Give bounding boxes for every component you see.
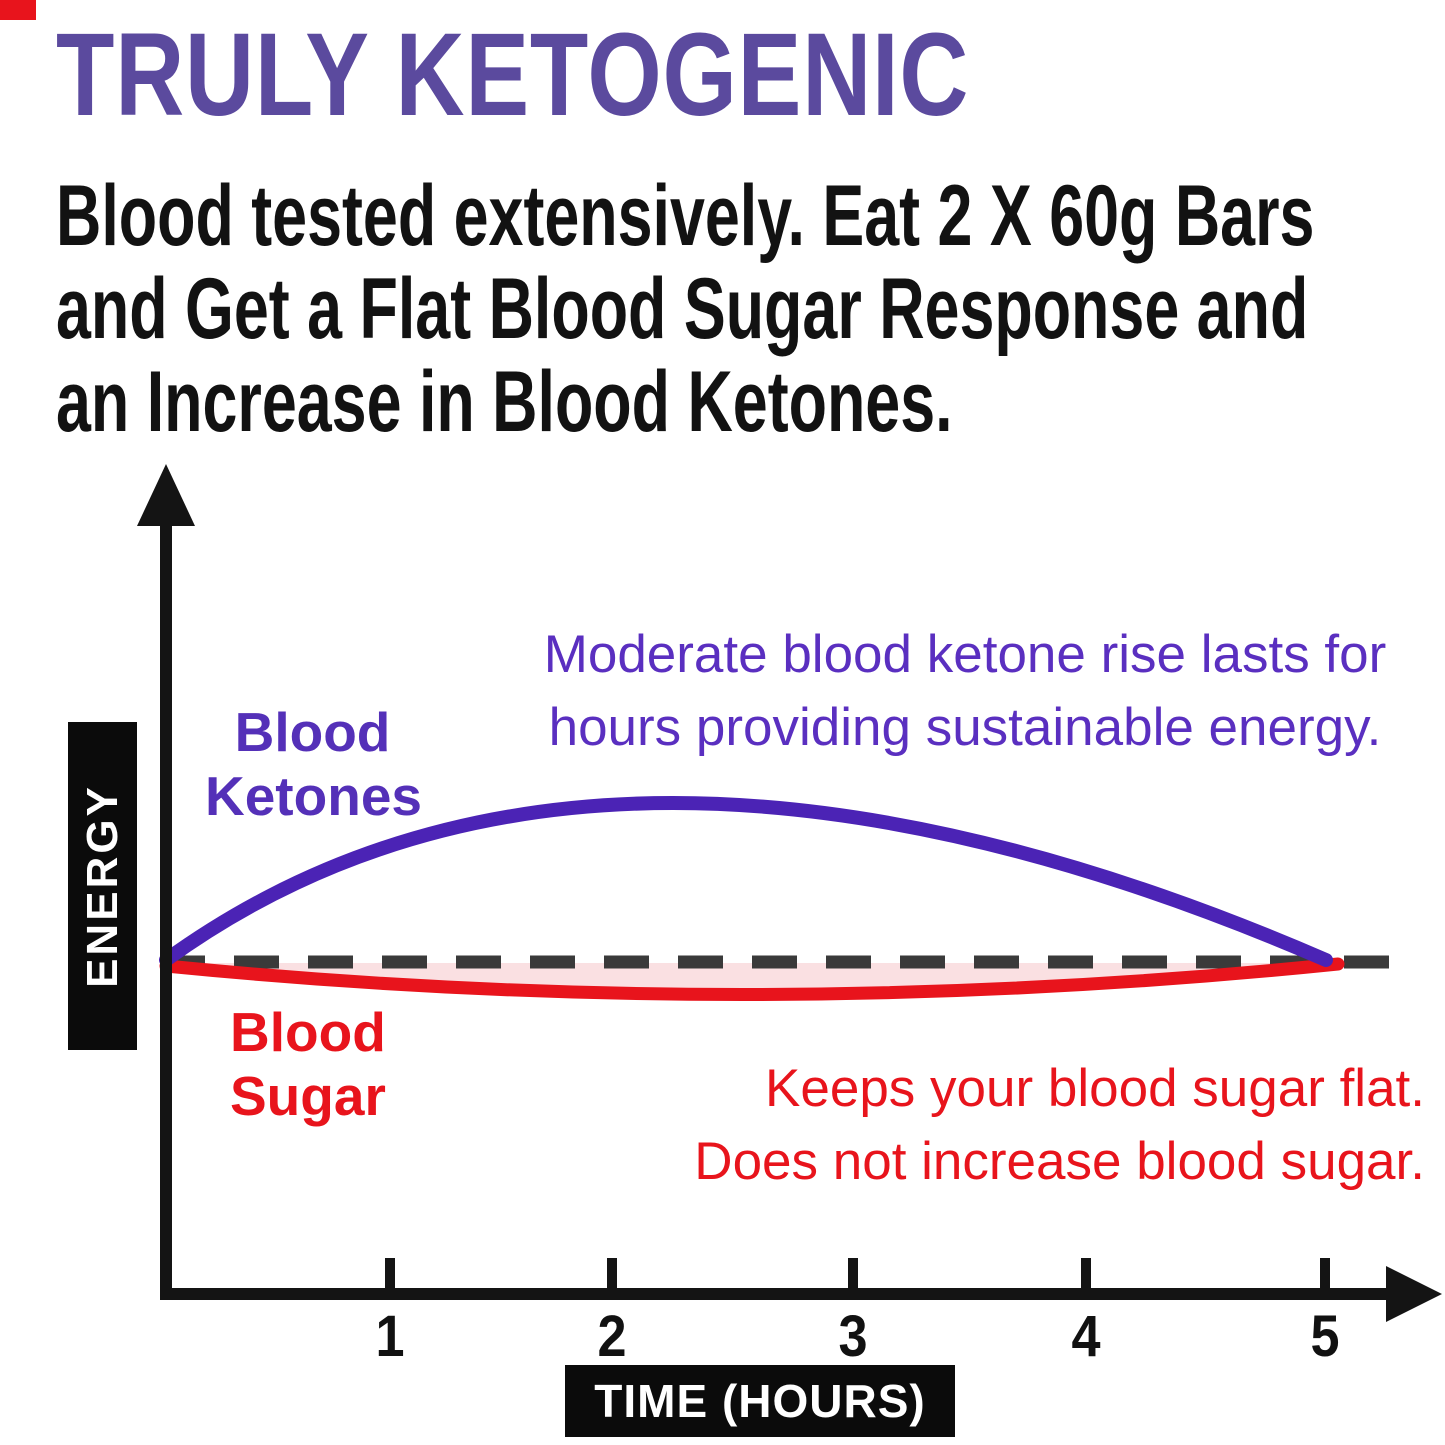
x-axis-arrowhead-icon: [1386, 1266, 1442, 1322]
x-axis-label: TIME (HOURS): [594, 1375, 926, 1427]
y-axis-label-plate: ENERGY: [68, 722, 137, 1050]
y-axis-arrowhead-icon: [137, 464, 195, 526]
sugar-annotation: Keeps your blood sugar flat. Does not in…: [694, 1059, 1425, 1191]
blood-sugar-series-label: Blood Sugar: [230, 1001, 386, 1127]
blood-sugar-curve: [159, 957, 1345, 1002]
x-tick-label-2: 2: [597, 1304, 627, 1369]
y-axis-label: ENERGY: [77, 784, 127, 988]
intro-line-3: an Increase in Blood Ketones.: [56, 354, 953, 450]
x-tick-label-4: 4: [1071, 1304, 1101, 1369]
page-title-text: TRULY KETOGENIC: [56, 9, 970, 141]
x-axis-label-plate: TIME (HOURS): [565, 1365, 955, 1437]
blood-ketones-curve: [159, 796, 1333, 967]
ketone-annotation: Moderate blood ketone rise lasts for hou…: [543, 625, 1387, 757]
intro-line-1: Blood tested extensively. Eat 2 X 60g Ba…: [56, 168, 1315, 264]
intro-line-2: and Get a Flat Blood Sugar Response and: [56, 261, 1309, 357]
blood-ketones-series-label: Blood Ketones: [205, 701, 422, 827]
x-tick-label-3: 3: [838, 1304, 868, 1369]
x-tick-label-5: 5: [1310, 1304, 1340, 1369]
x-tick-label-1: 1: [375, 1304, 405, 1369]
page-title: TRULY KETOGENIC: [56, 16, 1183, 134]
corner-mark: [0, 0, 36, 20]
intro-paragraph: Blood tested extensively. Eat 2 X 60g Ba…: [56, 170, 1445, 449]
